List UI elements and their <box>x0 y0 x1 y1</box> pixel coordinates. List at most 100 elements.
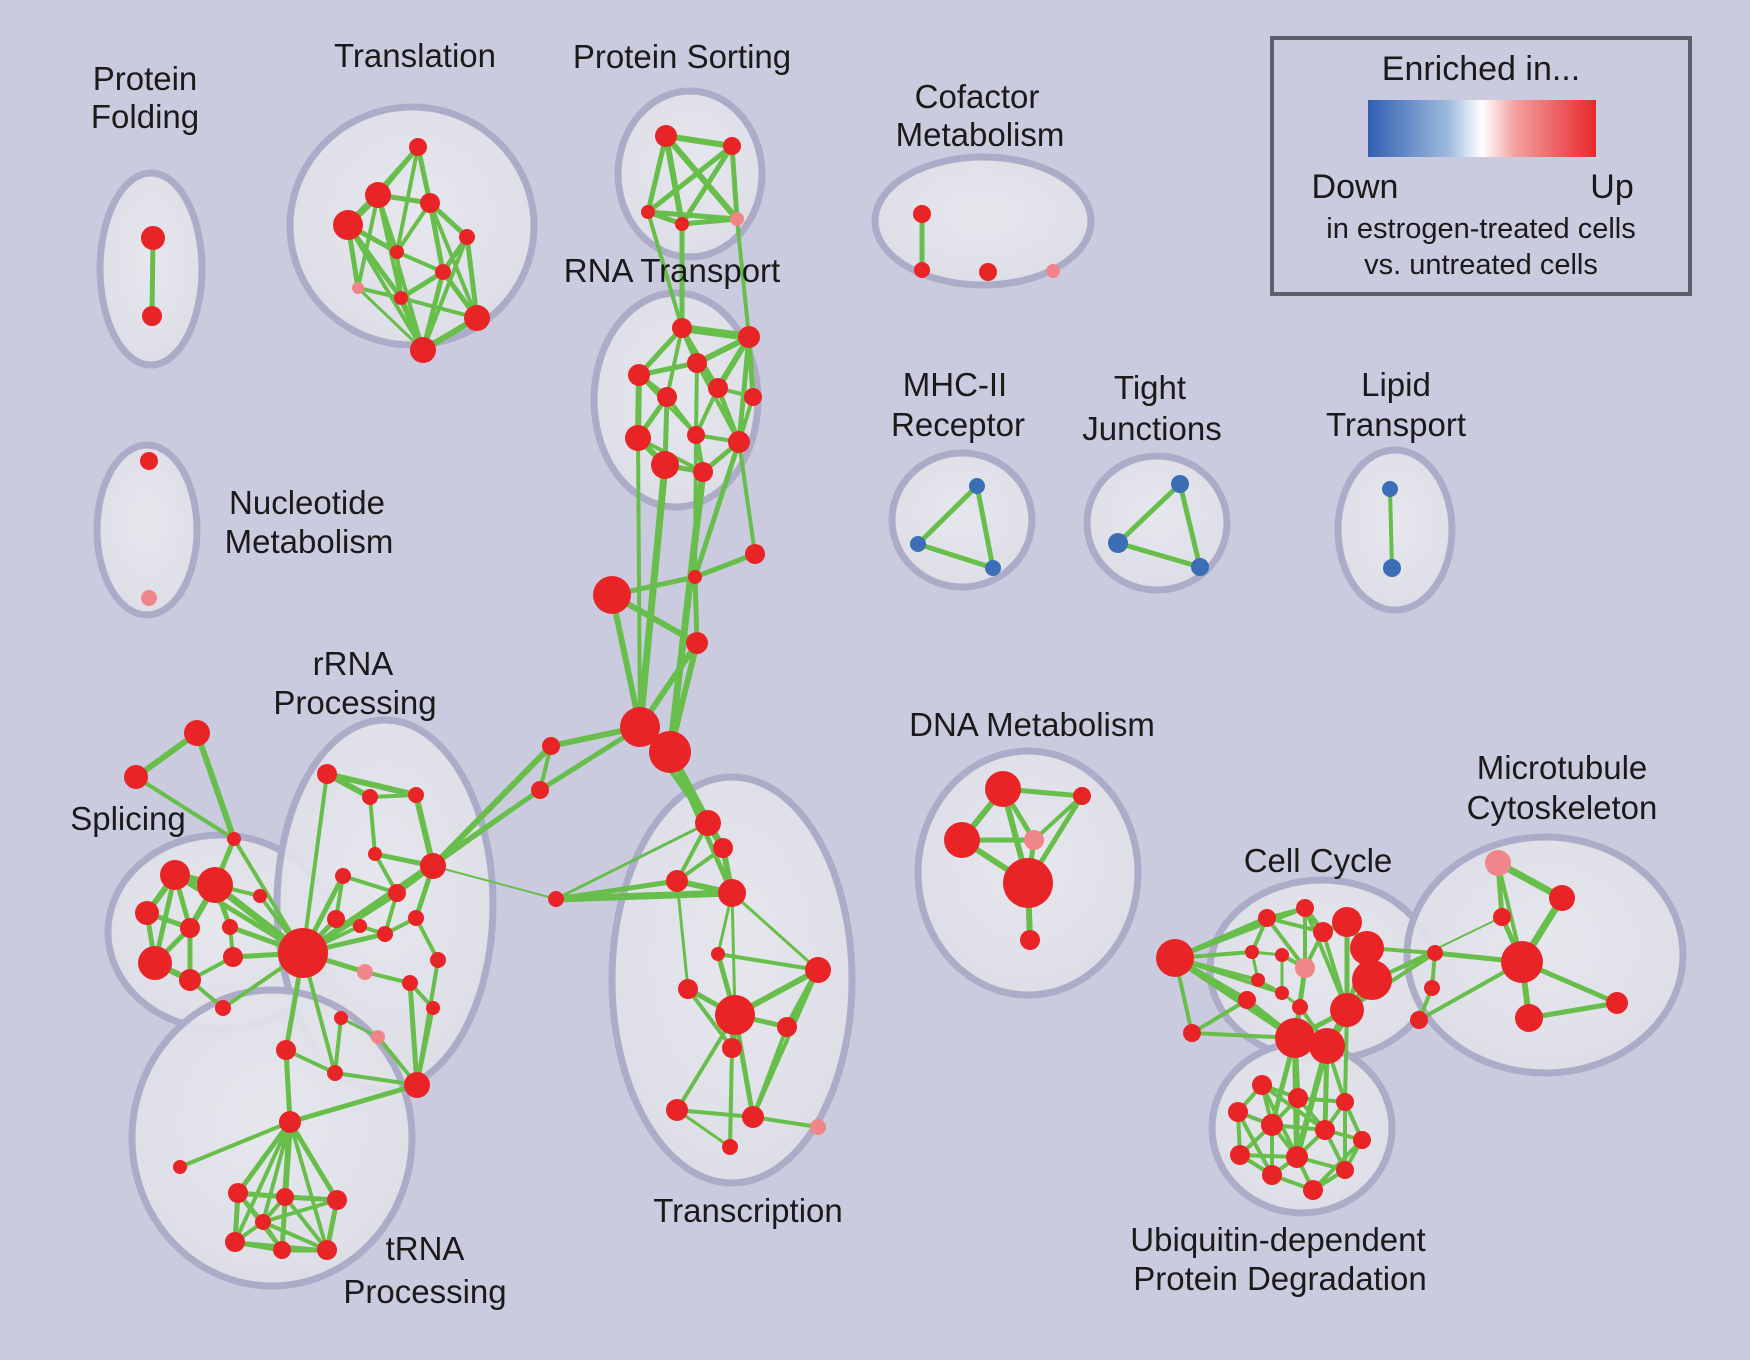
gene-set-node-98[interactable] <box>718 879 746 907</box>
gene-set-node-142[interactable] <box>1606 992 1628 1014</box>
gene-set-node-3[interactable] <box>365 182 391 208</box>
gene-set-node-139[interactable] <box>1424 980 1440 996</box>
gene-set-node-21[interactable] <box>628 364 650 386</box>
gene-set-node-104[interactable] <box>777 1017 797 1037</box>
gene-set-node-61[interactable] <box>335 868 351 884</box>
gene-set-node-14[interactable] <box>723 137 741 155</box>
gene-set-node-37[interactable] <box>910 536 926 552</box>
gene-set-node-114[interactable] <box>1003 858 1053 908</box>
gene-set-node-89[interactable] <box>745 544 765 564</box>
gene-set-node-120[interactable] <box>1313 922 1333 942</box>
gene-set-node-59[interactable] <box>408 787 424 803</box>
gene-set-node-106[interactable] <box>666 1099 688 1121</box>
gene-set-node-41[interactable] <box>1191 558 1209 576</box>
gene-set-node-8[interactable] <box>435 264 451 280</box>
gene-set-node-93[interactable] <box>542 737 560 755</box>
gene-set-node-128[interactable] <box>1275 986 1289 1000</box>
gene-set-node-45[interactable] <box>124 765 148 789</box>
gene-set-node-31[interactable] <box>914 262 930 278</box>
gene-set-node-66[interactable] <box>377 926 393 942</box>
gene-set-node-13[interactable] <box>655 125 677 147</box>
gene-set-node-125[interactable] <box>1295 958 1315 978</box>
gene-set-node-116[interactable] <box>1156 939 1194 977</box>
gene-set-node-24[interactable] <box>744 388 762 406</box>
gene-set-node-56[interactable] <box>215 1000 231 1016</box>
gene-set-node-70[interactable] <box>357 964 373 980</box>
gene-set-node-77[interactable] <box>404 1072 430 1098</box>
gene-set-node-49[interactable] <box>135 901 159 925</box>
gene-set-node-73[interactable] <box>334 1011 348 1025</box>
gene-set-node-47[interactable] <box>160 860 190 890</box>
gene-set-node-107[interactable] <box>742 1106 764 1128</box>
gene-set-node-145[interactable] <box>1336 1093 1354 1111</box>
gene-set-node-153[interactable] <box>1262 1165 1282 1185</box>
gene-set-node-80[interactable] <box>228 1183 248 1203</box>
gene-set-node-96[interactable] <box>713 838 733 858</box>
gene-set-node-88[interactable] <box>688 570 702 584</box>
gene-set-node-135[interactable] <box>1549 885 1575 911</box>
gene-set-node-1[interactable] <box>142 306 162 326</box>
gene-set-node-136[interactable] <box>1493 908 1511 926</box>
gene-set-node-76[interactable] <box>327 1065 343 1081</box>
gene-set-node-51[interactable] <box>222 919 238 935</box>
gene-set-node-28[interactable] <box>651 451 679 479</box>
gene-set-node-22[interactable] <box>708 378 728 398</box>
gene-set-node-83[interactable] <box>225 1232 245 1252</box>
gene-set-node-43[interactable] <box>1383 559 1401 577</box>
gene-set-node-58[interactable] <box>362 789 378 805</box>
gene-set-node-27[interactable] <box>728 431 750 453</box>
gene-set-node-72[interactable] <box>426 1001 440 1015</box>
gene-set-node-143[interactable] <box>1252 1075 1272 1095</box>
gene-set-node-150[interactable] <box>1230 1145 1250 1165</box>
gene-set-node-35[interactable] <box>141 590 157 606</box>
gene-set-node-46[interactable] <box>227 832 241 846</box>
gene-set-node-75[interactable] <box>276 1040 296 1060</box>
gene-set-node-79[interactable] <box>173 1160 187 1174</box>
gene-set-node-122[interactable] <box>1350 931 1384 965</box>
gene-set-node-26[interactable] <box>625 425 651 451</box>
gene-set-node-87[interactable] <box>593 576 631 614</box>
gene-set-node-95[interactable] <box>695 810 721 836</box>
gene-set-node-140[interactable] <box>1410 1011 1428 1029</box>
gene-set-node-36[interactable] <box>969 478 985 494</box>
gene-set-node-78[interactable] <box>279 1111 301 1133</box>
gene-set-node-17[interactable] <box>730 212 744 226</box>
gene-set-node-154[interactable] <box>1303 1180 1323 1200</box>
gene-set-node-110[interactable] <box>985 771 1021 807</box>
gene-set-node-124[interactable] <box>1275 948 1289 962</box>
gene-set-node-86[interactable] <box>255 1214 271 1230</box>
gene-set-node-132[interactable] <box>1309 1028 1345 1064</box>
gene-set-node-123[interactable] <box>1245 945 1259 959</box>
gene-set-node-115[interactable] <box>1020 930 1040 950</box>
gene-set-node-146[interactable] <box>1228 1102 1248 1122</box>
gene-set-node-39[interactable] <box>1171 475 1189 493</box>
gene-set-node-10[interactable] <box>394 291 408 305</box>
gene-set-node-147[interactable] <box>1261 1114 1283 1136</box>
gene-set-node-20[interactable] <box>687 353 707 373</box>
gene-set-node-15[interactable] <box>641 205 655 219</box>
gene-set-node-54[interactable] <box>179 969 201 991</box>
gene-set-node-94[interactable] <box>531 781 549 799</box>
gene-set-node-129[interactable] <box>1238 991 1256 1009</box>
gene-set-node-85[interactable] <box>317 1240 337 1260</box>
gene-set-node-12[interactable] <box>410 337 436 363</box>
gene-set-node-141[interactable] <box>1515 1004 1543 1032</box>
gene-set-node-34[interactable] <box>140 452 158 470</box>
gene-set-node-130[interactable] <box>1292 999 1308 1015</box>
gene-set-node-67[interactable] <box>408 910 424 926</box>
gene-set-node-29[interactable] <box>693 462 713 482</box>
gene-set-node-0[interactable] <box>141 226 165 250</box>
gene-set-node-64[interactable] <box>327 910 345 928</box>
gene-set-node-121[interactable] <box>1332 907 1362 937</box>
gene-set-node-30[interactable] <box>913 205 931 223</box>
gene-set-node-57[interactable] <box>317 764 337 784</box>
gene-set-node-50[interactable] <box>180 918 200 938</box>
gene-set-node-118[interactable] <box>1258 909 1276 927</box>
gene-set-node-119[interactable] <box>1296 899 1314 917</box>
gene-set-node-9[interactable] <box>352 282 364 294</box>
gene-set-node-92[interactable] <box>649 731 691 773</box>
gene-set-node-101[interactable] <box>805 957 831 983</box>
gene-set-node-133[interactable] <box>1330 993 1364 1027</box>
gene-set-node-19[interactable] <box>738 326 760 348</box>
gene-set-node-16[interactable] <box>675 217 689 231</box>
